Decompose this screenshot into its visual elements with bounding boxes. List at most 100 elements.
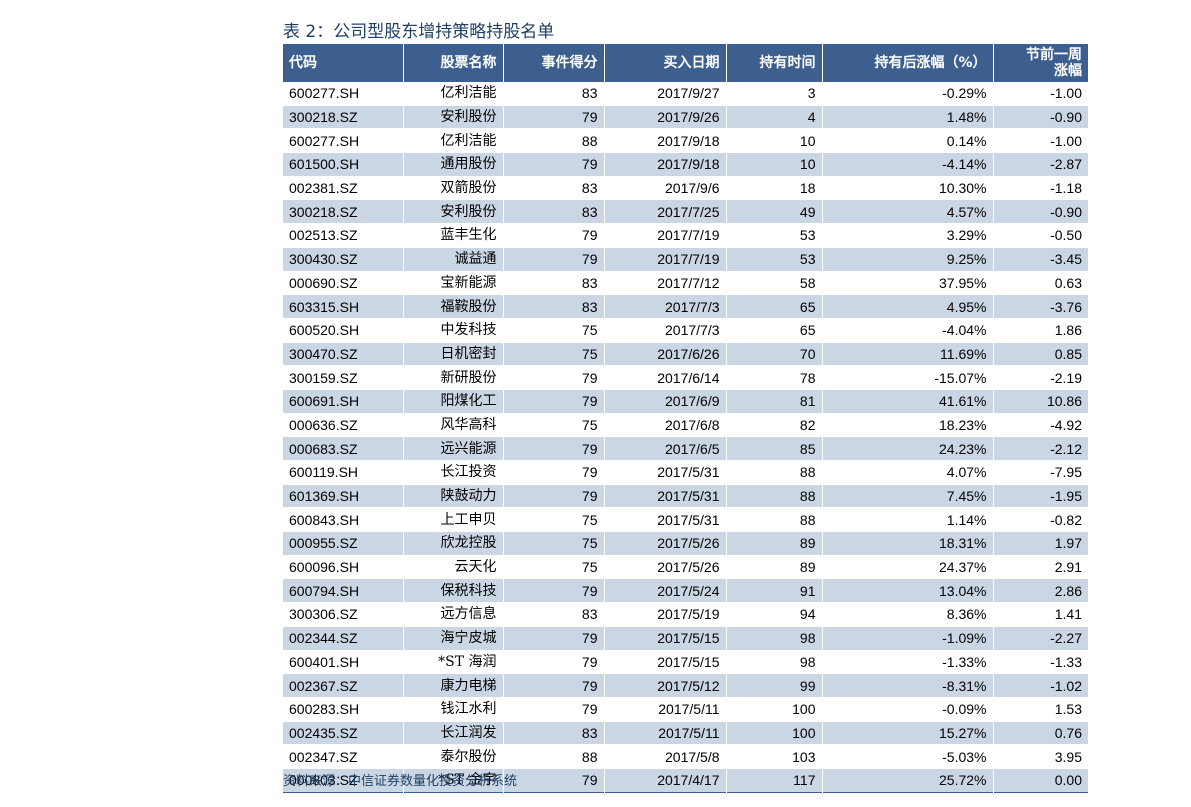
table-row: 603315.SH 福鞍股份 83 2017/7/3 65 4.95% -3.76	[283, 294, 1088, 319]
cell-prev-week: -2.19	[1050, 369, 1082, 386]
header-gain: 持有后涨幅（%）	[822, 44, 994, 82]
cell-prev-week: 0.63	[1054, 274, 1082, 291]
cell-gain: 13.04%	[822, 578, 994, 603]
table-row: 600277.SH 亿利洁能 83 2017/9/27 3 -0.29% -1.00	[283, 82, 1088, 106]
cell-code: 600794.SH	[283, 578, 404, 603]
cell-date: 2017/5/26	[604, 531, 727, 556]
cell-score: 79	[503, 673, 605, 698]
cell-name: 双箭股份	[403, 176, 504, 200]
table-header-row: 代码 股票名称 事件得分 买入日期 持有时间 持有后涨幅（%） 节前一周 涨幅	[283, 44, 1088, 82]
cell-name: 钱江水利	[403, 697, 504, 722]
header-name: 股票名称	[403, 44, 504, 82]
cell-date: 2017/5/31	[604, 507, 727, 532]
cell-code: 600843.SH	[283, 507, 404, 532]
cell-name: 中发科技	[403, 318, 504, 343]
cell-hold: 53	[726, 247, 823, 271]
cell-gain: 4.57%	[822, 199, 994, 224]
cell-prev-week: 1.86	[1054, 322, 1082, 339]
cell-score: 79	[503, 650, 605, 674]
cell-prev-week: -1.18	[1050, 180, 1082, 197]
cell-gain: -4.04%	[822, 318, 994, 343]
cell-date: 2017/5/15	[604, 650, 727, 674]
cell-score: 83	[503, 271, 605, 295]
cell-score: 79	[503, 578, 605, 603]
source-note: 资料来源：中信证券数量化投资分析系统	[283, 774, 518, 789]
cell-name: 新研股份	[403, 365, 504, 390]
cell-code: 600283.SH	[283, 697, 404, 722]
table-row: 600520.SH 中发科技 75 2017/7/3 65 -4.04% 1.86	[283, 318, 1088, 343]
cell-code: 002513.SZ	[283, 223, 404, 248]
table-row: 002435.SZ 长江润发 83 2017/5/11 100 15.27% 0.76	[283, 721, 1088, 745]
cell-date: 2017/7/3	[604, 294, 727, 319]
table-row: 000683.SZ 远兴能源 79 2017/6/5 85 24.23% -2.12	[283, 436, 1088, 461]
cell-score: 79	[503, 484, 605, 508]
cell-gain: 10.30%	[822, 176, 994, 200]
cell-date: 2017/6/8	[604, 413, 727, 437]
cell-hold: 94	[726, 602, 823, 627]
cell-name: 远兴能源	[403, 436, 504, 461]
cell-prev-week: -1.00	[1050, 85, 1082, 102]
cell-name: 上工申贝	[403, 507, 504, 532]
cell-hold: 53	[726, 223, 823, 248]
header-prev-week-line1: 节前一周	[1026, 47, 1082, 63]
cell-prev-week: -3.45	[993, 247, 1088, 271]
cell-prev-week: -4.92	[1050, 416, 1082, 433]
cell-gain: -4.14%	[822, 152, 994, 177]
cell-hold: 100	[726, 721, 823, 745]
cell-code: 300218.SZ	[283, 105, 404, 129]
table-row: 002347.SZ 泰尔股份 88 2017/5/8 103 -5.03% 3.95	[283, 744, 1088, 769]
cell-code: 601369.SH	[283, 484, 404, 508]
cell-code: 600691.SH	[283, 389, 404, 414]
cell-date: 2017/9/18	[604, 152, 727, 177]
holdings-table: 代码 股票名称 事件得分 买入日期 持有时间 持有后涨幅（%） 节前一周 涨幅 …	[283, 44, 1088, 793]
cell-gain: 4.07%	[822, 460, 994, 485]
cell-gain: 3.29%	[822, 223, 994, 248]
table-row: 600096.SH 云天化 75 2017/5/26 89 24.37% 2.91	[283, 555, 1088, 579]
table-row: 002344.SZ 海宁皮城 79 2017/5/15 98 -1.09% -2.27	[283, 626, 1088, 650]
cell-score: 83	[503, 199, 605, 224]
cell-prev-week: -1.33	[1050, 653, 1082, 670]
cell-date: 2017/5/11	[604, 721, 727, 745]
cell-gain: 24.23%	[822, 436, 994, 461]
table-row: 600119.SH 长江投资 79 2017/5/31 88 4.07% -7.95	[283, 460, 1088, 485]
cell-name: 诚益通	[403, 247, 504, 271]
cell-code: 002347.SZ	[283, 744, 404, 769]
cell-name: 欣龙控股	[403, 531, 504, 556]
table-row: 600401.SH *ST 海润 79 2017/5/15 98 -1.33% -1.33	[283, 650, 1088, 674]
cell-hold: 4	[726, 105, 823, 129]
cell-prev-week: 1.97	[993, 531, 1088, 556]
cell-hold: 117	[726, 768, 823, 793]
cell-code: 600401.SH	[283, 650, 404, 674]
cell-name: 海宁皮城	[403, 626, 504, 650]
cell-score: 75	[503, 531, 605, 556]
cell-gain: 7.45%	[822, 484, 994, 508]
table-row: 601369.SH 陕鼓动力 79 2017/5/31 88 7.45% -1.95	[283, 484, 1088, 508]
cell-name: 通用股份	[403, 152, 504, 177]
cell-gain: 1.48%	[822, 105, 994, 129]
cell-date: 2017/4/17	[604, 768, 727, 793]
cell-code: 002344.SZ	[283, 626, 404, 650]
cell-code: 600119.SH	[283, 460, 404, 485]
cell-score: 75	[503, 555, 605, 579]
table-row: 000690.SZ 宝新能源 83 2017/7/12 58 37.95% 0.63	[283, 271, 1088, 295]
header-hold: 持有时间	[726, 44, 823, 82]
table-row: 000803.SZ *ST 金宇 79 2017/4/17 117 25.72% 0.00	[283, 768, 1088, 793]
cell-hold: 88	[726, 460, 823, 485]
cell-prev-week: -7.95	[1050, 464, 1082, 481]
cell-prev-week: -0.50	[1050, 227, 1082, 244]
cell-hold: 78	[726, 365, 823, 390]
cell-score: 88	[503, 128, 605, 153]
table-row: 300218.SZ 安利股份 79 2017/9/26 4 1.48% -0.90	[283, 105, 1088, 129]
cell-name: 福鞍股份	[403, 294, 504, 319]
cell-date: 2017/5/24	[604, 578, 727, 603]
cell-gain: 8.36%	[822, 602, 994, 627]
cell-prev-week: 0.76	[993, 721, 1088, 745]
cell-hold: 88	[726, 507, 823, 532]
cell-date: 2017/9/18	[604, 128, 727, 153]
cell-date: 2017/5/8	[604, 744, 727, 769]
cell-prev-week: 0.00	[993, 768, 1088, 793]
cell-date: 2017/5/19	[604, 602, 727, 627]
cell-prev-week: -1.02	[993, 673, 1088, 698]
cell-score: 79	[503, 247, 605, 271]
cell-code: 600096.SH	[283, 555, 404, 579]
